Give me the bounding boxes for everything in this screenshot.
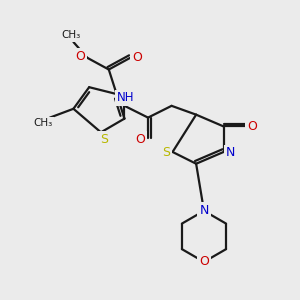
Text: O: O: [247, 120, 257, 133]
Text: S: S: [162, 146, 170, 159]
Text: O: O: [75, 50, 85, 63]
Text: O: O: [132, 51, 142, 64]
Text: CH₃: CH₃: [33, 118, 52, 128]
Text: N: N: [226, 146, 235, 159]
Text: CH₃: CH₃: [62, 30, 81, 40]
Text: N: N: [199, 204, 209, 218]
Text: O: O: [135, 133, 145, 146]
Text: NH: NH: [117, 92, 134, 104]
Text: S: S: [100, 133, 108, 146]
Text: O: O: [199, 255, 209, 268]
